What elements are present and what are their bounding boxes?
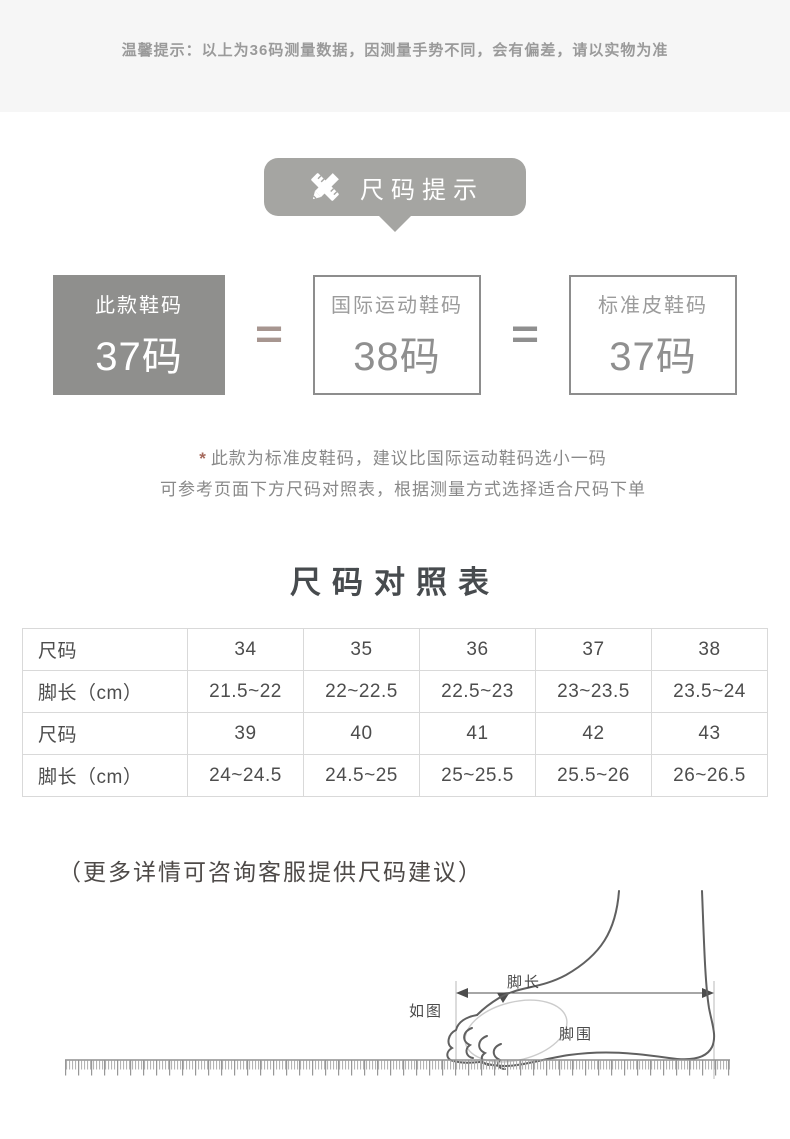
size-tip-badge: 尺码提示 xyxy=(264,158,526,216)
asterisk: * xyxy=(199,449,207,468)
foot-length-label: 脚长 xyxy=(507,974,541,991)
row-header: 尺码 xyxy=(22,628,188,671)
box-value: 38码 xyxy=(353,334,441,379)
size-cell: 41 xyxy=(419,712,536,755)
box-value: 37码 xyxy=(609,334,697,379)
table-row: 脚长（cm） 21.5~22 22~22.5 22.5~23 23~23.5 2… xyxy=(22,670,768,713)
table-row: 脚长（cm） 24~24.5 24.5~25 25~25.5 25.5~26 2… xyxy=(22,754,768,797)
arrowhead-left xyxy=(456,988,468,998)
footlength-cell: 22~22.5 xyxy=(303,670,420,713)
size-cell: 43 xyxy=(651,712,768,755)
footlength-cell: 26~26.5 xyxy=(651,754,768,797)
top-notice-banner: 温馨提示：以上为36码测量数据，因测量手势不同，会有偏差，请以实物为准 xyxy=(0,0,790,112)
ruler xyxy=(65,1059,730,1076)
size-cell: 42 xyxy=(535,712,652,755)
this-shoe-size-box: 此款鞋码 37码 xyxy=(53,275,225,395)
size-cell: 40 xyxy=(303,712,420,755)
table-row: 尺码 34 35 36 37 38 xyxy=(22,628,768,671)
row-header: 尺码 xyxy=(22,712,188,755)
footlength-cell: 21.5~22 xyxy=(187,670,304,713)
box-value: 37码 xyxy=(95,334,183,379)
box-title: 此款鞋码 xyxy=(95,294,183,317)
equals-sign: = xyxy=(254,312,284,358)
size-cell: 34 xyxy=(187,628,304,671)
size-cell: 35 xyxy=(303,628,420,671)
table-row: 尺码 39 40 41 42 43 xyxy=(22,712,768,755)
note-text-1: 此款为标准皮鞋码，建议比国际运动鞋码选小一码 xyxy=(210,449,607,468)
size-table-title: 尺码对照表 xyxy=(290,565,500,600)
intl-sport-size-box: 国际运动鞋码 38码 xyxy=(313,275,481,395)
standard-leather-size-box: 标准皮鞋码 37码 xyxy=(569,275,737,395)
footlength-cell: 23~23.5 xyxy=(535,670,652,713)
pencil-ruler-icon xyxy=(306,169,344,205)
size-cell: 37 xyxy=(535,628,652,671)
note-line-2: 可参考页面下方尺码对照表，根据测量方式选择适合尺码下单 xyxy=(160,480,646,499)
size-advice-note: * 此款为标准皮鞋码，建议比国际运动鞋码选小一码 可参考页面下方尺码对照表，根据测… xyxy=(0,443,790,505)
footlength-cell: 24.5~25 xyxy=(303,754,420,797)
size-cell: 36 xyxy=(419,628,536,671)
box-title: 标准皮鞋码 xyxy=(598,294,708,317)
size-cell: 39 xyxy=(187,712,304,755)
foot-girth-ellipse xyxy=(464,999,568,1063)
row-header: 脚长（cm） xyxy=(22,670,188,713)
foot-measure-diagram: 脚长 如图 脚围 xyxy=(65,890,730,1079)
row-header: 脚长（cm） xyxy=(22,754,188,797)
warm-tip-text: 温馨提示：以上为36码测量数据，因测量手势不同，会有偏差，请以实物为准 xyxy=(121,41,669,59)
as-shown-label: 如图 xyxy=(409,1003,443,1020)
size-tip-badge-wrap: 尺码提示 xyxy=(0,158,790,232)
badge-pointer-tail xyxy=(378,215,412,232)
note-line-1: * 此款为标准皮鞋码，建议比国际运动鞋码选小一码 xyxy=(16,443,790,474)
footlength-cell: 22.5~23 xyxy=(419,670,536,713)
size-tip-label: 尺码提示 xyxy=(360,176,484,204)
footlength-cell: 25~25.5 xyxy=(419,754,536,797)
equals-sign: = xyxy=(510,312,540,358)
size-cell: 38 xyxy=(651,628,768,671)
footlength-cell: 24~24.5 xyxy=(187,754,304,797)
footlength-cell: 25.5~26 xyxy=(535,754,652,797)
contact-service-note: （更多详情可咨询客服提供尺码建议） xyxy=(58,859,483,885)
footlength-cell: 23.5~24 xyxy=(651,670,768,713)
foot-girth-label: 脚围 xyxy=(559,1026,593,1043)
size-comparison-table: 尺码 34 35 36 37 38 脚长（cm） 21.5~22 22~22.5… xyxy=(22,628,768,797)
box-title: 国际运动鞋码 xyxy=(331,294,463,317)
size-conversion-row: 此款鞋码 37码 = 国际运动鞋码 38码 = 标准皮鞋码 37码 xyxy=(0,275,790,395)
